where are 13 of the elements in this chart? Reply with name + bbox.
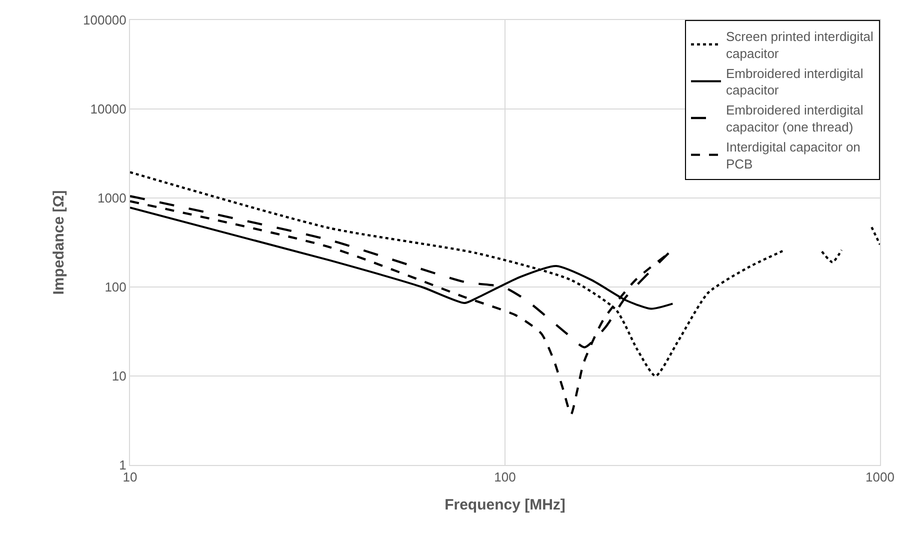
x-axis-title: Frequency [MHz]	[444, 496, 566, 514]
legend-label: Embroidered interdigital capacitor	[726, 66, 864, 98]
legend-label: Screen printed interdigital capacitor	[726, 29, 874, 61]
legend-label: Interdigital capacitor on PCB	[726, 139, 860, 172]
y-tick-label: 100000	[83, 12, 126, 28]
y-tick-label: 10000	[90, 102, 126, 117]
y-tick-label: 1000	[97, 190, 126, 206]
legend-label: Embroidered interdigital capacitor (one thread)	[726, 102, 864, 135]
x-tick-label: 100	[494, 470, 516, 485]
y-axis-title: Impedance [Ω]	[50, 190, 68, 295]
y-tick-label: 10	[112, 368, 126, 384]
x-tick-label: 1000	[866, 470, 894, 485]
y-tick-label: 100	[104, 280, 126, 295]
